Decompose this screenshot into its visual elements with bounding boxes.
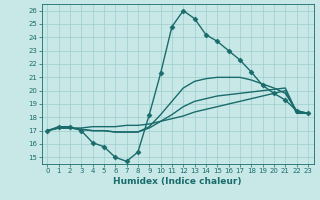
X-axis label: Humidex (Indice chaleur): Humidex (Indice chaleur) <box>113 177 242 186</box>
